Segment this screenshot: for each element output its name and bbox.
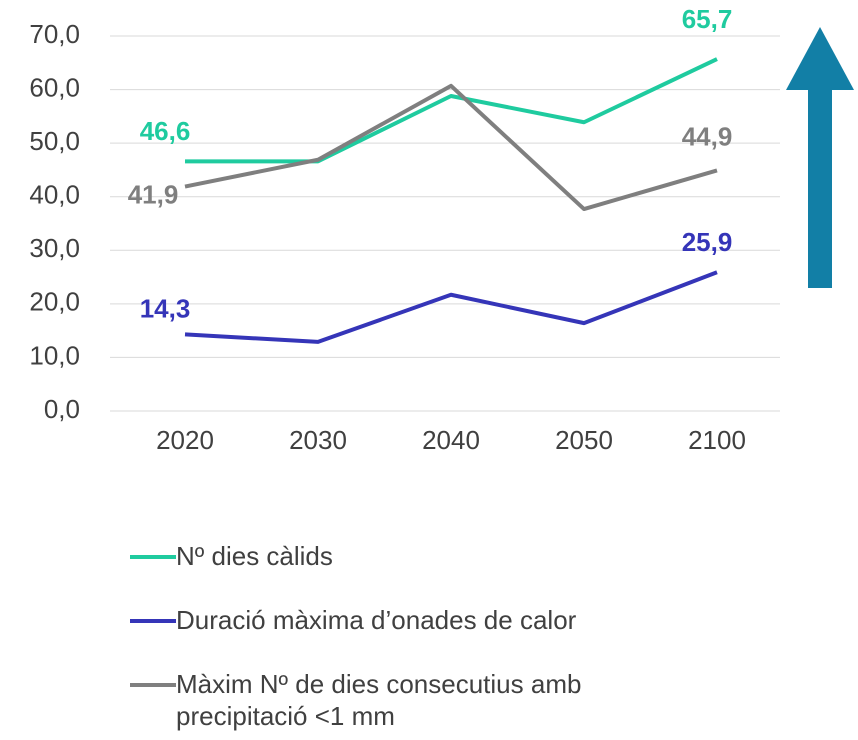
arrow-shaft bbox=[808, 88, 832, 288]
plot: 0,0 10,0 20,0 30,0 40,0 50,0 60,0 70,0 2020 2030 2… bbox=[29, 4, 780, 455]
x-tick-label: 2050 bbox=[555, 425, 613, 455]
legend-swatch bbox=[130, 619, 176, 623]
y-tick-label: 30,0 bbox=[29, 233, 80, 263]
legend-label: Duració màxima d’onades de calor bbox=[176, 605, 577, 635]
legend-item: Duració màxima d’onades de calor bbox=[130, 604, 730, 636]
x-tick-label: 2020 bbox=[156, 425, 214, 455]
legend-item: Nº dies càlids bbox=[130, 540, 730, 572]
x-tick-label: 2030 bbox=[289, 425, 347, 455]
data-label: 44,9 bbox=[682, 121, 733, 151]
series-line bbox=[185, 57, 718, 164]
data-label: 41,9 bbox=[128, 179, 179, 209]
legend-swatch bbox=[130, 555, 176, 559]
series-line bbox=[184, 270, 718, 344]
data-label: 14,3 bbox=[140, 293, 191, 323]
legend-label: Nº dies càlids bbox=[176, 541, 333, 571]
legend-item: Màxim Nº de dies consecutius amb precipi… bbox=[130, 668, 730, 732]
x-tick-label: 2040 bbox=[422, 425, 480, 455]
legend: Nº dies càlids Duració màxima d’onades de… bbox=[130, 540, 730, 740]
y-tick-label: 40,0 bbox=[29, 180, 80, 210]
arrow-head bbox=[786, 27, 854, 90]
x-tick-label: 2100 bbox=[688, 425, 746, 455]
y-tick-label: 70,0 bbox=[29, 19, 80, 49]
trend-arrow bbox=[786, 27, 854, 288]
y-tick-label: 50,0 bbox=[29, 126, 80, 156]
y-tick-label: 10,0 bbox=[29, 340, 80, 370]
legend-label: Màxim Nº de dies consecutius amb precipi… bbox=[176, 669, 582, 731]
data-label: 46,6 bbox=[140, 116, 191, 146]
data-label: 25,9 bbox=[682, 227, 733, 257]
series-line bbox=[184, 83, 718, 212]
data-label: 65,7 bbox=[682, 4, 733, 34]
y-tick-label: 20,0 bbox=[29, 287, 80, 317]
y-tick-label: 0,0 bbox=[44, 394, 80, 424]
legend-swatch bbox=[130, 683, 176, 687]
y-tick-label: 60,0 bbox=[29, 72, 80, 102]
